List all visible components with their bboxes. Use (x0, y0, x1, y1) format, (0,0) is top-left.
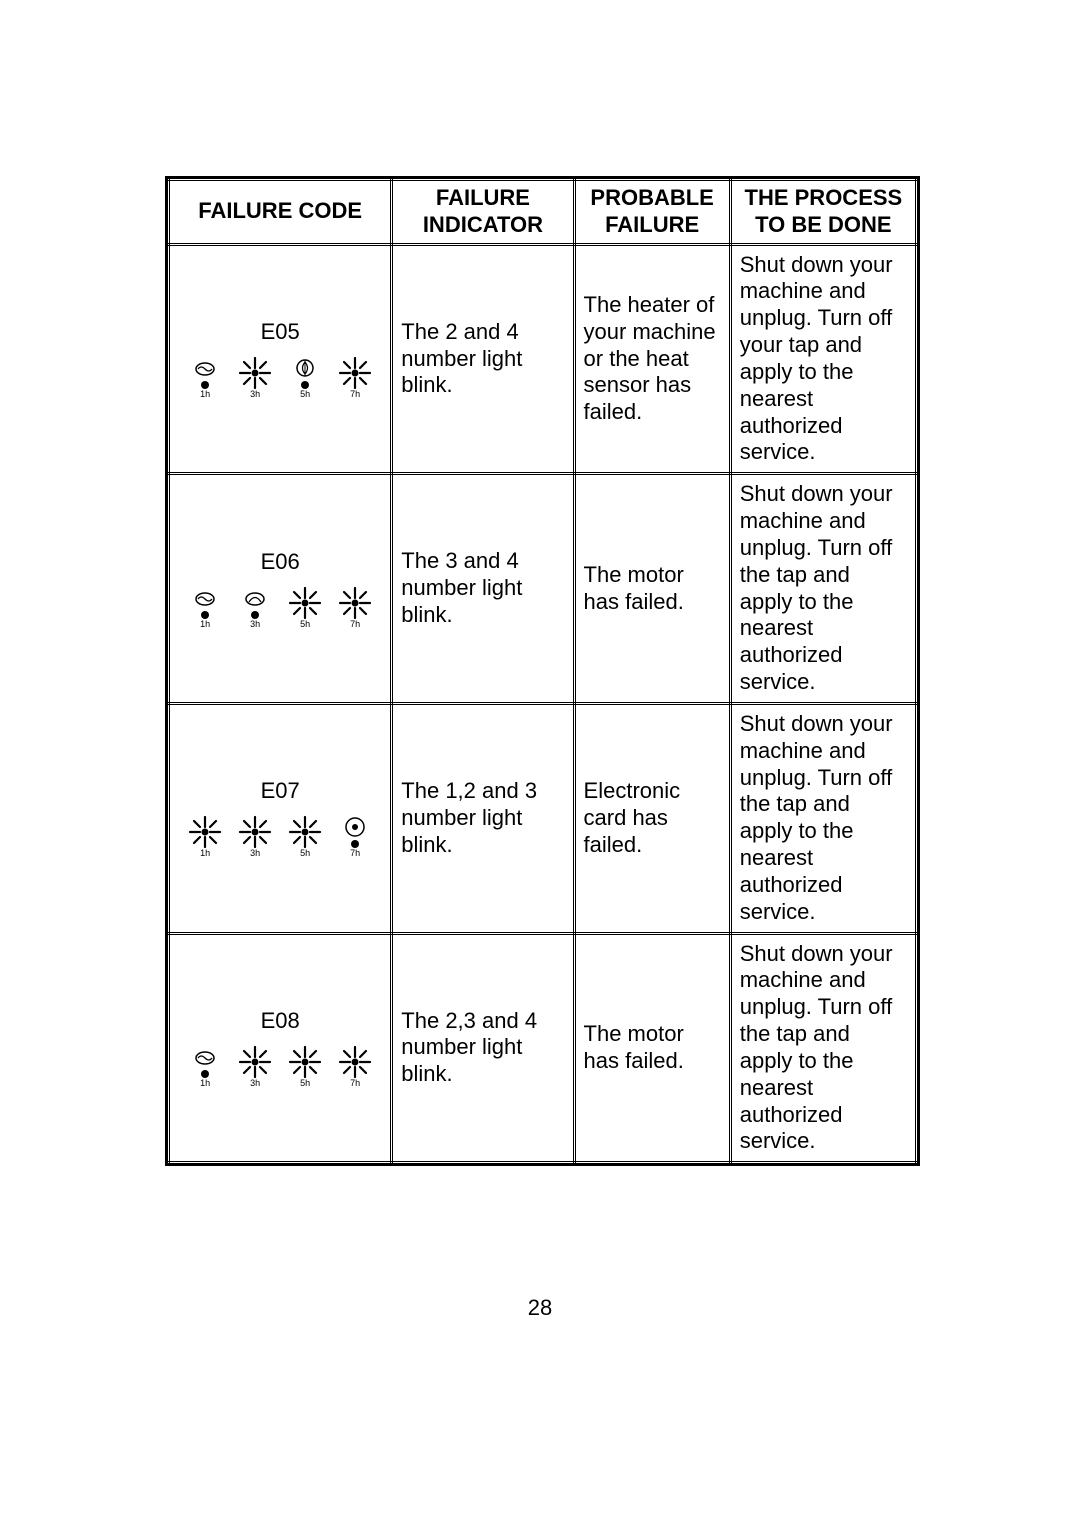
failure-code-cell: E06 1h 3h 5h 7h (169, 474, 392, 704)
failure-indicator-cell: The 2,3 and 4 number light blink. (392, 933, 574, 1163)
page-number: 28 (0, 1295, 1080, 1321)
hour-label: 7h (350, 1079, 360, 1088)
failure-code-cell: E05 1h 3h 5h 7h (169, 244, 392, 474)
indicator-icons: 1h 3h 5h 7h (178, 586, 382, 629)
table-row: E06 1h 3h 5h 7h The 3 and 4 number light blin… (169, 474, 917, 704)
burst-icon (288, 1045, 322, 1079)
failure-indicator-cell: The 1,2 and 3 number light blink. (392, 703, 574, 933)
mode-icon (294, 357, 316, 379)
probable-failure-cell: The motor has failed. (574, 933, 730, 1163)
header-process: THE PROCESS TO BE DONE (730, 180, 916, 245)
indicator-icons: 1h 3h 5h 7h (178, 815, 382, 858)
probable-failure-cell: The motor has failed. (574, 474, 730, 704)
hour-label: 5h (300, 849, 310, 858)
hour-label: 1h (200, 849, 210, 858)
table-row: E05 1h 3h 5h 7h The 2 and 4 number light blin… (169, 244, 917, 474)
indicator-item: 5h (285, 1045, 325, 1088)
hour-label: 3h (250, 849, 260, 858)
mode-icon (244, 587, 266, 609)
hour-label: 1h (200, 620, 210, 629)
failure-indicator-cell: The 2 and 4 number light blink. (392, 244, 574, 474)
table-row: E07 1h 3h 5h 7h The 1,2 and 3 number light bl… (169, 703, 917, 933)
hour-label: 1h (200, 1079, 210, 1088)
failure-code-label: E06 (178, 549, 382, 576)
indicator-icons: 1h 3h 5h 7h (178, 356, 382, 399)
burst-icon (238, 815, 272, 849)
hour-label: 7h (350, 849, 360, 858)
indicator-item: 1h (185, 587, 225, 629)
indicator-item: 1h (185, 357, 225, 399)
dot-icon (251, 611, 259, 619)
hour-label: 5h (300, 1079, 310, 1088)
indicator-item: 3h (235, 815, 275, 858)
indicator-item: 1h (185, 815, 225, 858)
indicator-item: 3h (235, 587, 275, 629)
probable-failure-cell: Electronic card has failed. (574, 703, 730, 933)
dot-icon (301, 381, 309, 389)
indicator-item: 7h (335, 586, 375, 629)
hour-label: 3h (250, 390, 260, 399)
indicator-item: 5h (285, 815, 325, 858)
hour-label: 1h (200, 390, 210, 399)
mode-icon (194, 1046, 216, 1068)
burst-icon (338, 356, 372, 390)
process-cell: Shut down your machine and unplug. Turn … (730, 703, 916, 933)
mode-icon (344, 816, 366, 838)
burst-icon (288, 815, 322, 849)
mode-icon (194, 587, 216, 609)
indicator-item: 5h (285, 586, 325, 629)
indicator-item: 7h (335, 816, 375, 858)
header-failure-indicator: FAILURE INDICATOR (392, 180, 574, 245)
indicator-item: 5h (285, 357, 325, 399)
burst-icon (338, 1045, 372, 1079)
hour-label: 5h (300, 390, 310, 399)
failure-code-label: E08 (178, 1008, 382, 1035)
dot-icon (201, 1070, 209, 1078)
hour-label: 3h (250, 1079, 260, 1088)
indicator-item: 3h (235, 356, 275, 399)
failure-indicator-cell: The 3 and 4 number light blink. (392, 474, 574, 704)
hour-label: 5h (300, 620, 310, 629)
process-cell: Shut down your machine and unplug. Turn … (730, 933, 916, 1163)
indicator-icons: 1h 3h 5h 7h (178, 1045, 382, 1088)
indicator-item: 3h (235, 1045, 275, 1088)
indicator-item: 7h (335, 356, 375, 399)
process-cell: Shut down your machine and unplug. Turn … (730, 244, 916, 474)
failure-table: FAILURE CODE FAILURE INDICATOR PROBABLE … (167, 178, 918, 1164)
indicator-item: 7h (335, 1045, 375, 1088)
mode-icon (194, 357, 216, 379)
hour-label: 3h (250, 620, 260, 629)
failure-code-cell: E08 1h 3h 5h 7h (169, 933, 392, 1163)
table-row: E08 1h 3h 5h 7h The 2,3 and 4 number light bl… (169, 933, 917, 1163)
header-probable-failure: PROBABLE FAILURE (574, 180, 730, 245)
dot-icon (201, 611, 209, 619)
burst-icon (238, 356, 272, 390)
process-cell: Shut down your machine and unplug. Turn … (730, 474, 916, 704)
header-failure-code: FAILURE CODE (169, 180, 392, 245)
probable-failure-cell: The heater of your machine or the heat s… (574, 244, 730, 474)
dot-icon (201, 381, 209, 389)
failure-code-cell: E07 1h 3h 5h 7h (169, 703, 392, 933)
dot-icon (351, 840, 359, 848)
indicator-item: 1h (185, 1046, 225, 1088)
failure-code-label: E07 (178, 778, 382, 805)
header-row: FAILURE CODE FAILURE INDICATOR PROBABLE … (169, 180, 917, 245)
hour-label: 7h (350, 390, 360, 399)
failure-code-label: E05 (178, 319, 382, 346)
hour-label: 7h (350, 620, 360, 629)
burst-icon (188, 815, 222, 849)
failure-table-frame: FAILURE CODE FAILURE INDICATOR PROBABLE … (165, 176, 920, 1166)
burst-icon (288, 586, 322, 620)
burst-icon (238, 1045, 272, 1079)
burst-icon (338, 586, 372, 620)
